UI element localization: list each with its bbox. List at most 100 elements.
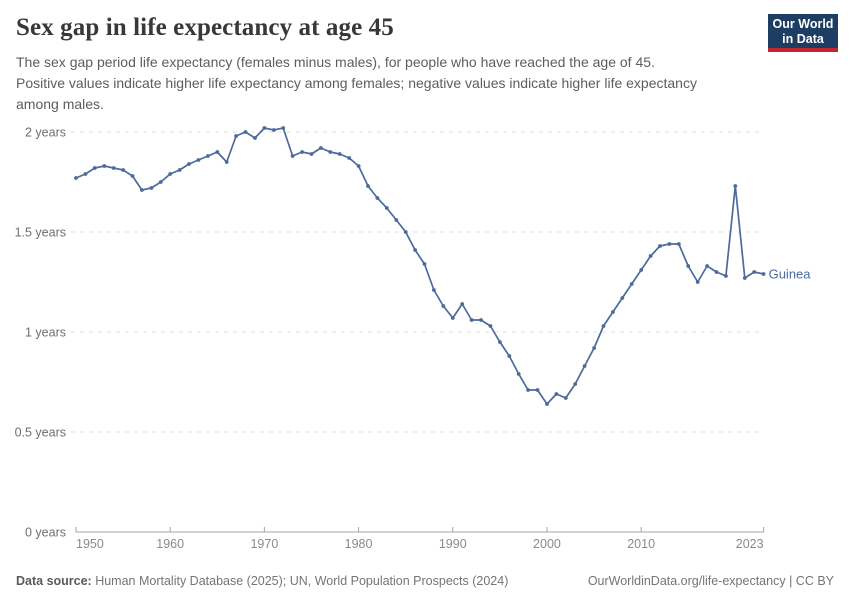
data-point[interactable] xyxy=(281,126,286,130)
data-point[interactable] xyxy=(262,126,267,130)
data-point[interactable] xyxy=(488,324,493,328)
data-point[interactable] xyxy=(705,264,709,268)
data-point[interactable] xyxy=(648,254,653,258)
data-point[interactable] xyxy=(234,134,239,138)
data-point[interactable] xyxy=(498,340,502,344)
data-point[interactable] xyxy=(507,354,512,358)
data-point[interactable] xyxy=(319,146,323,150)
chart-subtitle: The sex gap period life expectancy (fema… xyxy=(16,52,756,115)
y-axis-label: 1 years xyxy=(25,326,66,340)
y-axis-label: 0.5 years xyxy=(15,426,66,440)
data-point[interactable] xyxy=(450,316,455,320)
data-point[interactable] xyxy=(752,270,757,274)
data-point[interactable] xyxy=(92,166,97,170)
data-point[interactable] xyxy=(620,296,625,300)
data-point[interactable] xyxy=(667,242,672,246)
data-point[interactable] xyxy=(177,168,182,172)
owid-logo[interactable]: Our World in Data xyxy=(768,14,838,52)
data-point[interactable] xyxy=(526,388,530,392)
data-point[interactable] xyxy=(441,304,446,308)
data-point[interactable] xyxy=(592,346,596,350)
data-point[interactable] xyxy=(375,196,380,200)
data-point[interactable] xyxy=(140,188,144,192)
data-source-text: Human Mortality Database (2025); UN, Wor… xyxy=(91,574,509,588)
data-point[interactable] xyxy=(243,130,248,134)
data-point[interactable] xyxy=(742,276,747,280)
data-point[interactable] xyxy=(102,164,107,168)
y-axis-label: 1.5 years xyxy=(15,226,66,240)
data-point[interactable] xyxy=(83,172,88,176)
data-point[interactable] xyxy=(563,396,568,400)
data-point[interactable] xyxy=(253,136,257,140)
data-point[interactable] xyxy=(686,264,691,268)
subtitle-line: among males. xyxy=(16,96,104,112)
data-point[interactable] xyxy=(196,158,201,162)
data-point[interactable] xyxy=(215,150,220,154)
x-axis-label: 2000 xyxy=(533,537,561,551)
data-point[interactable] xyxy=(545,402,549,406)
data-point[interactable] xyxy=(601,324,606,328)
data-point[interactable] xyxy=(384,206,389,210)
data-point[interactable] xyxy=(271,128,276,132)
footer-link[interactable]: OurWorldinData.org/life-expectancy xyxy=(587,574,786,588)
data-point[interactable] xyxy=(337,152,342,156)
data-point[interactable] xyxy=(516,372,521,376)
data-point[interactable] xyxy=(290,154,295,158)
data-point[interactable] xyxy=(187,162,191,166)
data-point[interactable] xyxy=(733,184,738,188)
data-point[interactable] xyxy=(168,172,173,176)
data-source-note: Data source: Human Mortality Database (2… xyxy=(16,574,508,588)
data-point[interactable] xyxy=(724,274,728,278)
data-point[interactable] xyxy=(121,168,125,172)
x-axis-label: 2010 xyxy=(627,537,655,551)
data-point[interactable] xyxy=(535,388,540,392)
data-point[interactable] xyxy=(469,318,474,322)
y-axis-label: 2 years xyxy=(25,126,66,140)
data-point[interactable] xyxy=(300,150,304,154)
data-point[interactable] xyxy=(149,186,154,190)
data-point[interactable] xyxy=(413,248,417,252)
data-point[interactable] xyxy=(158,180,163,184)
data-point[interactable] xyxy=(328,150,333,154)
data-point[interactable] xyxy=(479,318,483,322)
data-point[interactable] xyxy=(554,392,559,396)
data-point[interactable] xyxy=(611,310,615,314)
chart-title: Sex gap in life expectancy at age 45 xyxy=(16,14,394,41)
data-point[interactable] xyxy=(761,272,766,276)
footer-right: OurWorldinData.org/life-expectancy | CC … xyxy=(588,574,834,588)
x-axis-label: 2023 xyxy=(736,537,764,551)
x-axis-label: 1960 xyxy=(156,537,184,551)
data-point[interactable] xyxy=(366,184,370,188)
data-point[interactable] xyxy=(394,218,399,222)
data-point[interactable] xyxy=(629,282,634,286)
data-point[interactable] xyxy=(639,268,644,272)
data-point[interactable] xyxy=(714,270,719,274)
data-point[interactable] xyxy=(206,154,210,158)
x-axis-label: 1950 xyxy=(76,537,104,551)
data-point[interactable] xyxy=(695,280,700,284)
chart-header: Sex gap in life expectancy at age 45 The… xyxy=(16,14,756,115)
data-point[interactable] xyxy=(432,288,436,292)
owid-logo-line1: Our World xyxy=(772,17,834,31)
data-point[interactable] xyxy=(347,156,352,160)
footer-license: | CC BY xyxy=(785,574,834,588)
data-point[interactable] xyxy=(403,230,408,234)
data-point[interactable] xyxy=(111,166,116,170)
owid-logo-line2: in Data xyxy=(782,32,824,46)
subtitle-line: The sex gap period life expectancy (fema… xyxy=(16,54,655,70)
entity-label-guinea[interactable]: Guinea xyxy=(769,267,812,282)
data-point[interactable] xyxy=(573,382,578,386)
subtitle-line: Positive values indicate higher life exp… xyxy=(16,75,697,91)
data-point[interactable] xyxy=(224,160,229,164)
data-point[interactable] xyxy=(422,262,427,266)
data-point[interactable] xyxy=(582,364,587,368)
data-point[interactable] xyxy=(460,302,465,306)
data-point[interactable] xyxy=(309,152,314,156)
data-point[interactable] xyxy=(74,176,78,180)
data-point[interactable] xyxy=(130,174,135,178)
data-point[interactable] xyxy=(676,242,681,246)
data-point[interactable] xyxy=(356,164,361,168)
data-point[interactable] xyxy=(658,244,662,248)
